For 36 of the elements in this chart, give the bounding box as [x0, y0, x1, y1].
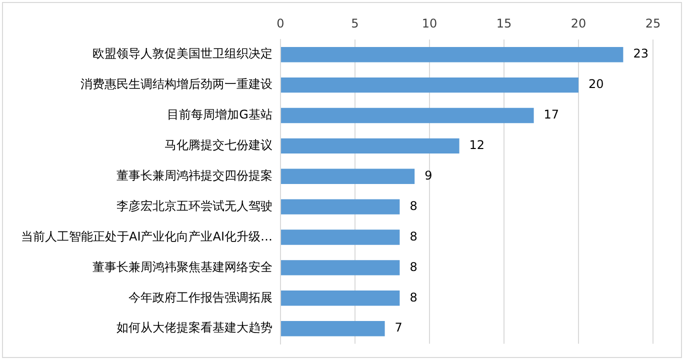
data-label: 17 [544, 108, 560, 122]
y-tick-label: 欧盟领导人敦促美国世卫组织决定 [92, 46, 272, 61]
x-tick-label: 20 [570, 16, 586, 30]
data-label: 12 [469, 138, 485, 152]
bar [280, 47, 624, 62]
x-tick-label: 15 [496, 16, 512, 30]
bar [280, 320, 385, 336]
y-tick-label: 马化腾提交七份建议 [164, 138, 272, 152]
bar [280, 230, 400, 245]
bar [280, 290, 400, 306]
y-tick-label: 李彦宏北京五环尝试无人驾驶 [116, 198, 272, 213]
x-tick-label: 25 [645, 16, 661, 30]
bar [280, 77, 578, 93]
bar [280, 168, 415, 184]
data-label: 8 [410, 229, 418, 244]
data-label: 8 [410, 198, 418, 213]
y-tick-label: 如何从大佬提案看基建大趋势 [116, 320, 272, 335]
bar [280, 108, 534, 124]
y-tick-label: 今年政府工作报告强调拓展 [128, 290, 272, 304]
y-tick-label: 董事长兼周鸿祎提交四份提案 [116, 168, 272, 183]
data-label: 23 [633, 46, 648, 61]
y-tick-label: 当前人工智能正处于AI产业化向产业AI化升级… [20, 229, 272, 244]
x-tick-label: 0 [276, 16, 284, 30]
data-label: 20 [588, 77, 604, 92]
x-tick-label: 10 [422, 16, 438, 30]
y-tick-label: 目前每周增加G基站 [167, 108, 272, 122]
bar [280, 260, 400, 276]
data-label: 8 [410, 260, 418, 274]
data-label: 8 [410, 290, 418, 304]
data-label: 9 [424, 168, 432, 183]
y-tick-label: 消费惠民生调结构增后劲两一重建设 [80, 77, 272, 92]
data-label: 7 [394, 320, 402, 335]
x-tick-label: 5 [351, 16, 359, 30]
bar [280, 138, 460, 154]
y-tick-label: 董事长兼周鸿祎聚焦基建网络安全 [92, 260, 272, 274]
bar [280, 199, 400, 214]
